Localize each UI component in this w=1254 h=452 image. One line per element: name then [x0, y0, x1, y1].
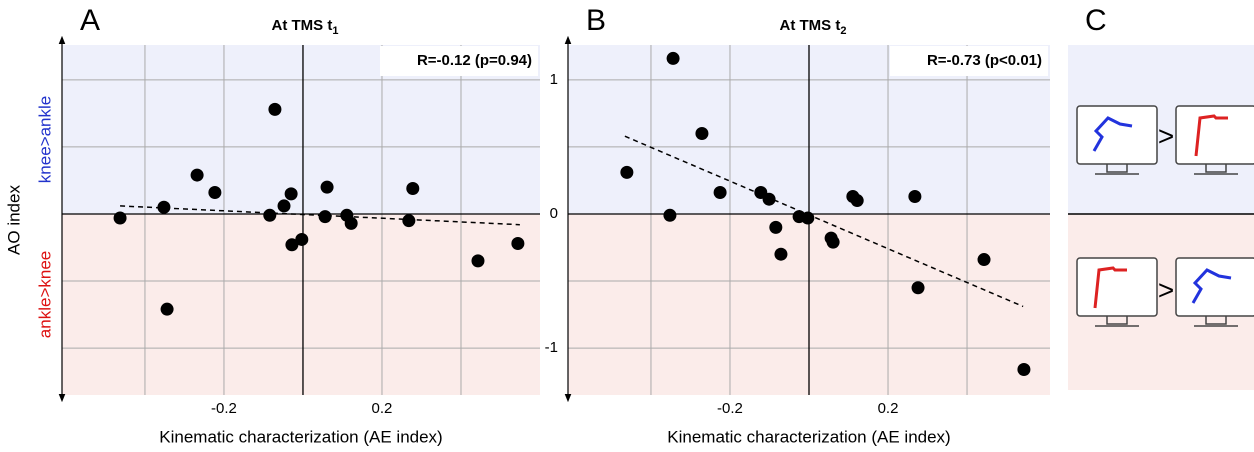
- data-point: [406, 181, 420, 195]
- data-point: [908, 190, 922, 204]
- comparison-symbol: >: [1158, 120, 1174, 151]
- x-tick-label: 0.2: [372, 400, 393, 417]
- data-point: [277, 199, 291, 213]
- data-point: [826, 235, 840, 249]
- data-point: [157, 200, 171, 214]
- region-label: ankle>knee: [35, 251, 54, 338]
- data-point: [663, 208, 677, 222]
- data-point: [318, 210, 332, 224]
- annotation-box: [890, 46, 1048, 76]
- data-point: [263, 208, 277, 222]
- data-point: [190, 168, 204, 182]
- data-point: [208, 186, 222, 200]
- panel-label: C: [1085, 4, 1107, 37]
- annotation-box: [380, 46, 538, 76]
- data-point: [762, 192, 776, 206]
- chart: -0.2 0.2 -1 0 1 R=-0.73 (p<0.01) At TMS t2 B Kin…: [545, 4, 1050, 446]
- x-axis-label: Kinematic characterization (AE index): [159, 427, 442, 446]
- stick-figure: [1194, 114, 1228, 157]
- x-tick-label: 0.2: [878, 400, 899, 417]
- data-point: [774, 247, 788, 261]
- monitor-icon: [1076, 105, 1254, 327]
- data-point: [666, 51, 680, 65]
- panel-c: C > >: [1068, 4, 1254, 390]
- data-point: [295, 232, 309, 246]
- data-point: [620, 165, 634, 179]
- data-point: [695, 127, 709, 141]
- data-point: [285, 238, 299, 252]
- panel-label: B: [586, 4, 606, 37]
- data-point: [402, 214, 416, 228]
- region-label: knee>ankle: [35, 96, 54, 183]
- comparison-symbol: >: [1158, 274, 1174, 305]
- title-subscript: 1: [332, 25, 338, 37]
- stick-figure: [1093, 266, 1127, 309]
- data-point: [911, 281, 925, 295]
- panel-label: A: [80, 4, 100, 37]
- data-point: [1017, 363, 1031, 377]
- stick-figure: [1191, 268, 1232, 304]
- chart-title: At TMS t1: [272, 17, 339, 37]
- x-tick-label: -0.2: [717, 400, 743, 417]
- y-axis-label: AO index: [4, 185, 23, 255]
- y-tick-label: -1: [545, 339, 558, 356]
- title-text: At TMS t: [780, 17, 841, 34]
- data-point: [160, 302, 174, 316]
- data-point: [471, 254, 485, 268]
- data-point: [344, 216, 358, 230]
- y-tick-label: 1: [550, 71, 558, 88]
- title-subscript: 2: [840, 25, 846, 37]
- trend-line: [624, 135, 1024, 308]
- x-tick-label: -0.2: [211, 400, 237, 417]
- data-point: [977, 253, 991, 267]
- data-point: [769, 220, 783, 234]
- data-point: [850, 194, 864, 208]
- data-point: [511, 236, 525, 250]
- data-point: [268, 102, 282, 116]
- data-point: [320, 180, 334, 194]
- title-text: At TMS t: [272, 17, 333, 34]
- data-point: [801, 211, 815, 225]
- annotation: R=-0.12 (p=0.94): [417, 52, 532, 69]
- data-point: [713, 186, 727, 200]
- data-point: [284, 187, 298, 201]
- annotation: R=-0.73 (p<0.01): [927, 52, 1042, 69]
- data-point: [113, 211, 127, 225]
- y-tick-label: 0: [550, 205, 558, 222]
- x-axis-label: Kinematic characterization (AE index): [667, 427, 950, 446]
- stick-figure: [1092, 116, 1133, 152]
- chart-title: At TMS t2: [780, 17, 847, 37]
- chart: -0.2 0.2 R=-0.12 (p=0.94) At TMS t1 A Kinemat…: [4, 4, 540, 446]
